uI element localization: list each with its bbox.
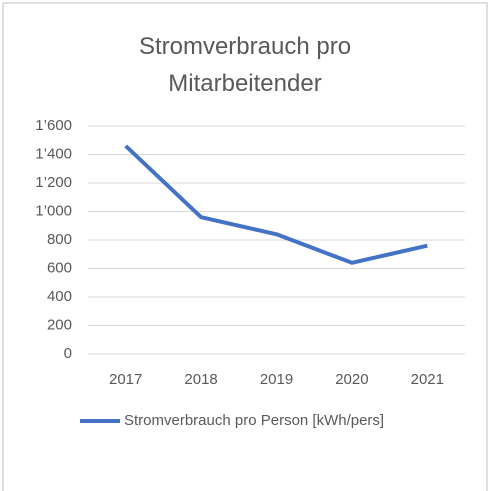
y-tick-label: 0 [64,345,72,362]
y-tick-label: 1’000 [35,202,72,219]
data-line [124,144,428,265]
legend-label: Stromverbrauch pro Person [kWh/pers] [124,412,384,429]
y-tick-label: 400 [47,288,72,305]
y-tick-label: 600 [47,259,72,276]
y-tick-label: 800 [47,231,72,248]
x-tick-label: 2020 [335,371,368,388]
x-tick-label: 2019 [260,371,293,388]
y-tick-label: 1’200 [35,174,72,191]
x-tick-label: 2018 [184,371,217,388]
x-tick-label: 2021 [411,371,444,388]
chart-title: Stromverbrauch pro Mitarbeitender [138,33,352,97]
x-tick-label: 2017 [109,371,142,388]
y-tick-label: 1’600 [35,117,72,134]
y-tick-label: 1’400 [35,145,72,162]
y-tick-label: 200 [47,316,72,333]
